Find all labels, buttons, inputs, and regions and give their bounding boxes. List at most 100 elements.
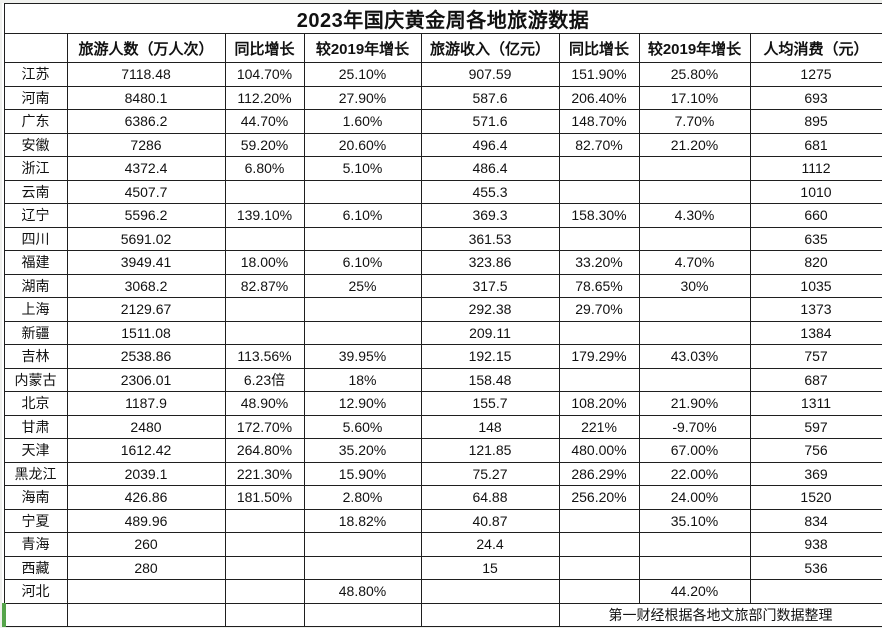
data-cell[interactable]: 18.82% [303, 508, 422, 533]
data-cell[interactable]: 256.20% [558, 485, 640, 510]
data-cell[interactable] [558, 367, 640, 392]
column-header[interactable]: 旅游收入（亿元） [420, 33, 560, 63]
data-cell[interactable]: 635 [749, 226, 882, 251]
data-cell[interactable] [638, 555, 751, 580]
data-cell[interactable]: 44.20% [638, 579, 751, 604]
data-cell[interactable]: 4.30% [638, 203, 751, 228]
data-cell[interactable]: 209.11 [420, 320, 560, 345]
data-cell[interactable]: 4507.7 [66, 179, 226, 204]
data-cell[interactable]: 15.90% [303, 461, 422, 486]
data-cell[interactable]: 292.38 [420, 297, 560, 322]
data-cell[interactable]: 17.10% [638, 85, 751, 110]
region-cell[interactable]: 内蒙古 [3, 367, 68, 392]
data-cell[interactable] [558, 579, 640, 604]
data-cell[interactable]: 6.10% [303, 203, 422, 228]
data-cell[interactable] [224, 297, 305, 322]
data-cell[interactable]: 139.10% [224, 203, 305, 228]
data-cell[interactable]: 43.03% [638, 344, 751, 369]
data-cell[interactable]: 2.80% [303, 485, 422, 510]
region-cell[interactable]: 甘肃 [3, 414, 68, 439]
region-cell[interactable]: 西藏 [3, 555, 68, 580]
column-header[interactable]: 同比增长 [224, 33, 305, 63]
data-cell[interactable]: 1384 [749, 320, 882, 345]
data-cell[interactable]: 361.53 [420, 226, 560, 251]
data-cell[interactable]: 7.70% [638, 109, 751, 134]
data-cell[interactable]: 25% [303, 273, 422, 298]
data-cell[interactable] [303, 179, 422, 204]
data-cell[interactable] [638, 226, 751, 251]
data-cell[interactable]: 206.40% [558, 85, 640, 110]
source-note-cell[interactable]: 第一财经根据各地文旅部门数据整理 [558, 602, 882, 627]
data-cell[interactable]: 1373 [749, 297, 882, 322]
data-cell[interactable]: 264.80% [224, 438, 305, 463]
data-cell[interactable] [224, 555, 305, 580]
data-cell[interactable]: 6.23倍 [224, 367, 305, 392]
data-cell[interactable] [638, 320, 751, 345]
data-cell[interactable]: 113.56% [224, 344, 305, 369]
data-cell[interactable]: 39.95% [303, 344, 422, 369]
data-cell[interactable] [303, 555, 422, 580]
data-cell[interactable]: 323.86 [420, 250, 560, 275]
data-cell[interactable]: 4372.4 [66, 156, 226, 181]
data-cell[interactable]: 221.30% [224, 461, 305, 486]
data-cell[interactable] [224, 226, 305, 251]
region-column-header[interactable] [3, 33, 68, 63]
data-cell[interactable]: 121.85 [420, 438, 560, 463]
data-cell[interactable]: 151.90% [558, 62, 640, 87]
column-header[interactable]: 同比增长 [558, 33, 640, 63]
data-cell[interactable] [749, 579, 882, 604]
data-cell[interactable]: 75.27 [420, 461, 560, 486]
data-cell[interactable] [303, 532, 422, 557]
data-cell[interactable] [224, 320, 305, 345]
empty-cell[interactable] [420, 602, 560, 627]
data-cell[interactable]: 148.70% [558, 109, 640, 134]
data-cell[interactable]: 108.20% [558, 391, 640, 416]
data-cell[interactable]: 756 [749, 438, 882, 463]
region-cell[interactable]: 广东 [3, 109, 68, 134]
data-cell[interactable] [558, 532, 640, 557]
active-cell[interactable] [2, 602, 68, 627]
data-cell[interactable]: 20.60% [303, 132, 422, 157]
data-cell[interactable]: 907.59 [420, 62, 560, 87]
data-cell[interactable]: 6.80% [224, 156, 305, 181]
data-cell[interactable]: 67.00% [638, 438, 751, 463]
column-header[interactable]: 较2019年增长 [303, 33, 422, 63]
empty-cell[interactable] [224, 602, 305, 627]
data-cell[interactable]: 35.10% [638, 508, 751, 533]
data-cell[interactable] [224, 508, 305, 533]
data-cell[interactable]: 1311 [749, 391, 882, 416]
region-cell[interactable]: 吉林 [3, 344, 68, 369]
data-cell[interactable]: 27.90% [303, 85, 422, 110]
data-cell[interactable]: 5.10% [303, 156, 422, 181]
data-cell[interactable] [303, 297, 422, 322]
data-cell[interactable]: 480.00% [558, 438, 640, 463]
data-cell[interactable]: 158.48 [420, 367, 560, 392]
region-cell[interactable]: 福建 [3, 250, 68, 275]
region-cell[interactable]: 青海 [3, 532, 68, 557]
data-cell[interactable] [638, 532, 751, 557]
data-cell[interactable]: 22.00% [638, 461, 751, 486]
column-header[interactable]: 人均消费（元） [749, 33, 882, 63]
data-cell[interactable]: 192.15 [420, 344, 560, 369]
data-cell[interactable] [638, 367, 751, 392]
data-cell[interactable]: 660 [749, 203, 882, 228]
data-cell[interactable]: 25.80% [638, 62, 751, 87]
data-cell[interactable]: 536 [749, 555, 882, 580]
data-cell[interactable]: 486.4 [420, 156, 560, 181]
data-cell[interactable]: 158.30% [558, 203, 640, 228]
data-cell[interactable]: 317.5 [420, 273, 560, 298]
data-cell[interactable]: 12.90% [303, 391, 422, 416]
data-cell[interactable]: 496.4 [420, 132, 560, 157]
data-cell[interactable]: 48.90% [224, 391, 305, 416]
data-cell[interactable]: 64.88 [420, 485, 560, 510]
data-cell[interactable]: 5596.2 [66, 203, 226, 228]
data-cell[interactable]: 369.3 [420, 203, 560, 228]
region-cell[interactable]: 上海 [3, 297, 68, 322]
data-cell[interactable]: 24.4 [420, 532, 560, 557]
data-cell[interactable]: 369 [749, 461, 882, 486]
region-cell[interactable]: 宁夏 [3, 508, 68, 533]
data-cell[interactable]: 5691.02 [66, 226, 226, 251]
data-cell[interactable]: 1612.42 [66, 438, 226, 463]
data-cell[interactable]: 1010 [749, 179, 882, 204]
data-cell[interactable]: 571.6 [420, 109, 560, 134]
